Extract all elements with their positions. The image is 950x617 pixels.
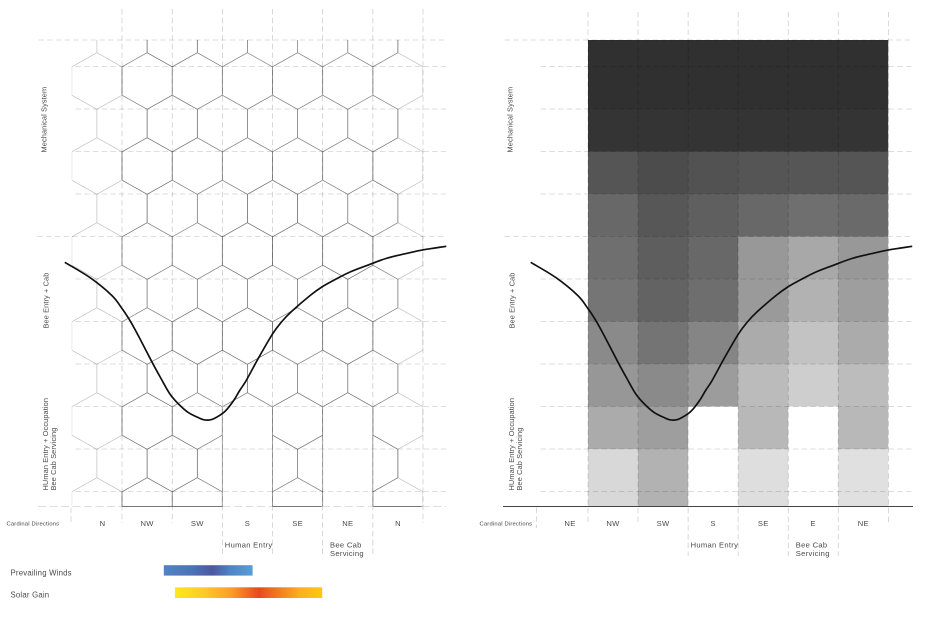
svg-text:Human Entry: Human Entry bbox=[691, 541, 739, 550]
svg-text:S: S bbox=[710, 519, 715, 528]
svg-text:Prevailing Winds: Prevailing Winds bbox=[11, 569, 72, 578]
svg-text:Mechanical System: Mechanical System bbox=[40, 87, 49, 153]
svg-text:Cardinal Directions: Cardinal Directions bbox=[480, 522, 533, 528]
svg-text:Servicing: Servicing bbox=[330, 549, 364, 558]
svg-text:Mechanical System: Mechanical System bbox=[505, 87, 514, 153]
svg-text:NW: NW bbox=[140, 519, 154, 528]
svg-text:NE: NE bbox=[564, 519, 575, 528]
svg-text:HUman Entry + Occupation: HUman Entry + Occupation bbox=[507, 398, 516, 491]
svg-text:S: S bbox=[245, 519, 250, 528]
svg-text:NW: NW bbox=[606, 519, 620, 528]
svg-text:NE: NE bbox=[342, 519, 353, 528]
svg-text:Human Entry: Human Entry bbox=[225, 541, 273, 550]
svg-text:E: E bbox=[811, 519, 816, 528]
svg-text:SE: SE bbox=[758, 519, 769, 528]
svg-text:Bee Cab: Bee Cab bbox=[796, 541, 828, 550]
svg-text:N: N bbox=[395, 519, 401, 528]
svg-text:Bee Cab Servicing: Bee Cab Servicing bbox=[515, 428, 524, 491]
svg-text:NE: NE bbox=[858, 519, 869, 528]
svg-text:SE: SE bbox=[292, 519, 303, 528]
svg-text:N: N bbox=[100, 519, 106, 528]
svg-text:Servicing: Servicing bbox=[796, 549, 830, 558]
svg-text:Bee Entry + Cab: Bee Entry + Cab bbox=[507, 273, 516, 329]
svg-text:Bee Entry + Cab: Bee Entry + Cab bbox=[42, 273, 51, 329]
svg-text:Solar Gain: Solar Gain bbox=[11, 590, 50, 599]
svg-text:HUman Entry + Occupation: HUman Entry + Occupation bbox=[41, 398, 50, 491]
svg-text:Bee Cab Servicing: Bee Cab Servicing bbox=[49, 428, 58, 491]
svg-text:SW: SW bbox=[191, 519, 204, 528]
svg-text:SW: SW bbox=[657, 519, 670, 528]
svg-text:Cardinal Directions: Cardinal Directions bbox=[7, 522, 60, 528]
svg-text:Bee Cab: Bee Cab bbox=[330, 541, 362, 550]
